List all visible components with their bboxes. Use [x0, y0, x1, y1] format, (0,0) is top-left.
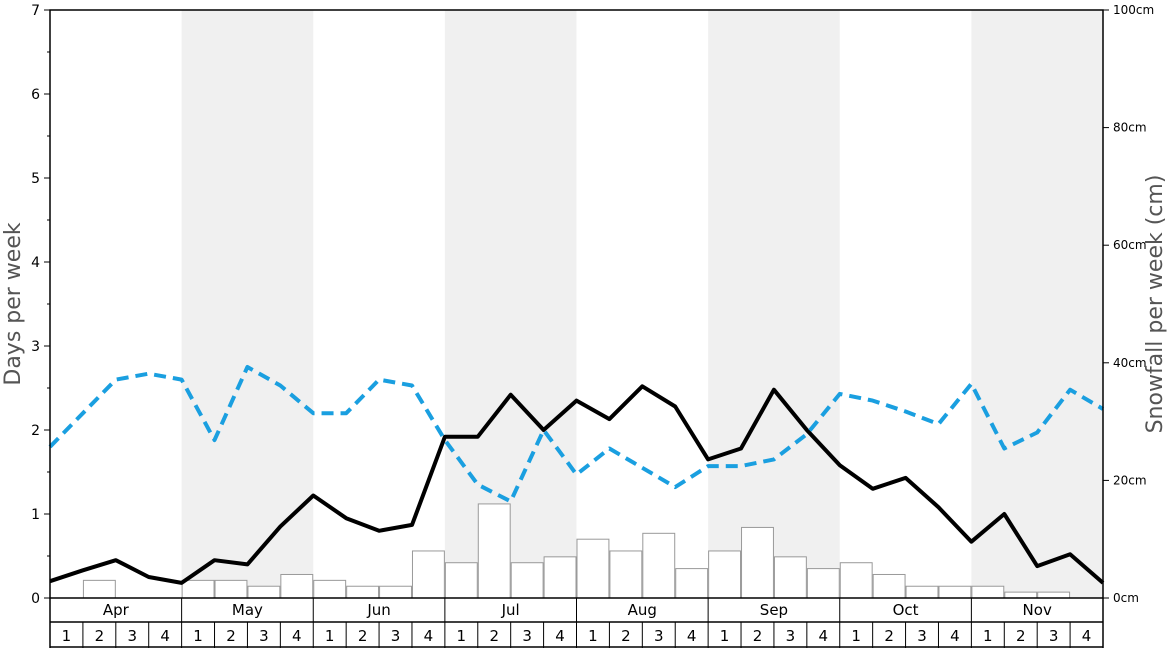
month-band-shade: [181, 10, 314, 598]
month-label: May: [232, 601, 263, 619]
week-label: 4: [950, 627, 960, 645]
week-label: 1: [62, 627, 72, 645]
left-tick-label: 1: [31, 507, 40, 523]
week-label: 3: [1049, 627, 1059, 645]
month-label: Oct: [893, 601, 919, 619]
snowfall-bar: [872, 573, 906, 599]
snowfall-bar: [609, 550, 643, 599]
week-label: 3: [786, 627, 796, 645]
month-label: Apr: [103, 601, 130, 619]
month-label: Nov: [1023, 601, 1052, 619]
week-label: 3: [391, 627, 401, 645]
snowfall-bar: [411, 550, 445, 599]
snowfall-bar: [313, 579, 347, 599]
snowfall-bar: [247, 585, 281, 599]
week-label: 2: [753, 627, 763, 645]
month-label: Jun: [366, 601, 390, 619]
snowfall-bar: [741, 526, 774, 599]
week-label: 3: [127, 627, 137, 645]
week-label: 2: [489, 627, 499, 645]
week-label: 1: [457, 627, 467, 645]
dashed-line-series: [48, 365, 1105, 504]
left-tick-label: 0: [31, 591, 40, 607]
month-band-shade: [971, 10, 1103, 598]
right-tick-label: 40cm: [1113, 356, 1147, 370]
week-label: 3: [259, 627, 269, 645]
snowfall-bar: [971, 585, 1005, 599]
left-axis: 0 1 2 3 4 5 6 7: [31, 3, 50, 607]
month-label: Jul: [501, 601, 520, 619]
week-label: 4: [160, 627, 170, 645]
left-tick-label: 6: [31, 87, 40, 103]
month-band-shade: [708, 10, 840, 598]
left-axis-title: Days per week: [1, 222, 26, 385]
week-label: 2: [1016, 627, 1026, 645]
left-tick-label: 5: [31, 171, 40, 187]
snowfall-bar: [444, 562, 478, 599]
snowfall-bar: [642, 532, 676, 599]
right-tick-label: 60cm: [1113, 238, 1147, 252]
snowfall-bar: [905, 585, 939, 599]
week-label: 3: [522, 627, 532, 645]
left-tick-label: 3: [31, 339, 40, 355]
month-band-shade: [444, 10, 577, 598]
snowfall-bar: [806, 568, 840, 599]
left-tick-label: 2: [31, 423, 40, 439]
snowfall-bar: [379, 585, 412, 599]
snowfall-bar: [214, 579, 248, 599]
week-label: 2: [621, 627, 631, 645]
snowfall-bar: [675, 568, 709, 599]
day-lines: [48, 365, 1105, 585]
week-label: 4: [687, 627, 697, 645]
snowfall-bar: [839, 562, 873, 599]
right-tick-label: 80cm: [1113, 121, 1147, 135]
month-week-axis: Apr 1 2 3 4 May 1 2 3 4 Jun 1 2 3 4 Jul 1 2 3 4 Aug 1 2 3 4 Sep 1 2…: [49, 598, 1104, 648]
week-label: 4: [819, 627, 829, 645]
week-label: 1: [851, 627, 861, 645]
week-label: 1: [193, 627, 203, 645]
month-label: Sep: [760, 601, 788, 619]
week-label: 1: [720, 627, 730, 645]
week-label: 2: [358, 627, 368, 645]
right-axis: 0cm 20cm 40cm 60cm 80cm 100cm: [1103, 3, 1154, 605]
week-label: 4: [424, 627, 434, 645]
snowfall-bar: [181, 579, 215, 599]
snowfall-bar: [1004, 591, 1038, 599]
week-label: 2: [884, 627, 894, 645]
right-axis-title: Snowfall per week (cm): [1143, 175, 1168, 434]
snowfall-bar: [82, 579, 116, 599]
snowfall-bar: [510, 562, 544, 599]
snowfall-bar: [543, 556, 577, 599]
snowfall-bar: [1037, 591, 1071, 599]
solid-line-series: [49, 384, 1105, 585]
snowfall-bar: [280, 573, 314, 599]
left-tick-label: 4: [31, 255, 40, 271]
week-label: 4: [1082, 627, 1092, 645]
snowfall-bar: [346, 585, 380, 599]
snowfall-bar: [938, 585, 972, 599]
snowfall-bar: [576, 538, 610, 599]
week-label: 1: [325, 627, 335, 645]
right-tick-label: 0cm: [1113, 591, 1139, 605]
snowfall-bar: [477, 503, 511, 599]
right-tick-label: 20cm: [1113, 473, 1147, 487]
snowfall-bar: [708, 550, 742, 599]
week-label: 2: [95, 627, 105, 645]
right-tick-label: 100cm: [1113, 3, 1154, 17]
snowfall-bar: [773, 556, 807, 599]
month-bands: [181, 10, 1103, 598]
week-label: 1: [983, 627, 993, 645]
week-label: 4: [292, 627, 302, 645]
left-tick-label: 7: [31, 3, 40, 19]
week-label: 4: [555, 627, 565, 645]
week-label: 1: [588, 627, 598, 645]
month-label: Aug: [628, 601, 657, 619]
week-label: 3: [654, 627, 664, 645]
week-label: 3: [917, 627, 927, 645]
week-label: 2: [226, 627, 236, 645]
